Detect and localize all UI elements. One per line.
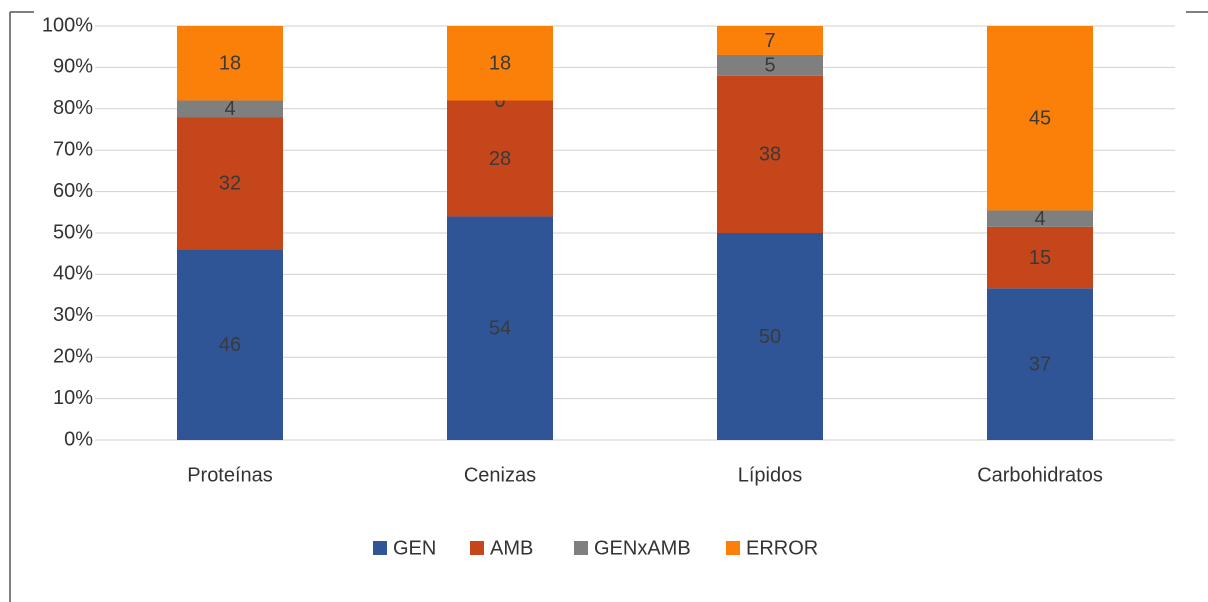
bar-segment bbox=[177, 249, 283, 440]
y-tick-label: 100% bbox=[42, 14, 93, 36]
data-label: 15 bbox=[1029, 247, 1051, 269]
data-label: 4 bbox=[1034, 208, 1045, 230]
legend-label: GENxAMB bbox=[594, 537, 691, 559]
data-label: 45 bbox=[1029, 108, 1051, 130]
legend-label: AMB bbox=[490, 537, 533, 559]
bar-segment bbox=[987, 226, 1093, 289]
legend-swatch bbox=[726, 541, 740, 555]
y-tick-label: 0% bbox=[64, 428, 93, 450]
bar-segment bbox=[447, 26, 553, 101]
legend-label: ERROR bbox=[746, 537, 818, 559]
data-label: 32 bbox=[219, 173, 241, 195]
y-tick-label: 30% bbox=[53, 304, 93, 326]
data-label: 7 bbox=[764, 30, 775, 52]
bar-segment bbox=[987, 288, 1093, 440]
data-label: 54 bbox=[489, 318, 511, 340]
legend-swatch bbox=[373, 541, 387, 555]
y-tick-label: 60% bbox=[53, 180, 93, 202]
data-label: 46 bbox=[219, 334, 241, 356]
y-tick-label: 90% bbox=[53, 56, 93, 78]
data-label: 38 bbox=[759, 144, 781, 166]
x-tick-label: Proteínas bbox=[187, 464, 273, 486]
x-tick-label: Carbohidratos bbox=[977, 464, 1103, 486]
data-label: 28 bbox=[489, 148, 511, 170]
data-label: 18 bbox=[489, 53, 511, 75]
y-tick-label: 40% bbox=[53, 263, 93, 285]
data-label: 0 bbox=[494, 90, 505, 112]
data-label: 50 bbox=[759, 326, 781, 348]
bar-segment bbox=[447, 216, 553, 440]
data-label: 5 bbox=[764, 55, 775, 77]
bar-segment bbox=[717, 54, 823, 76]
bar-segment bbox=[717, 26, 823, 55]
y-tick-label: 70% bbox=[53, 138, 93, 160]
y-tick-label: 50% bbox=[53, 221, 93, 243]
legend-swatch bbox=[470, 541, 484, 555]
bar-segment bbox=[177, 117, 283, 250]
x-tick-label: Lípidos bbox=[738, 464, 803, 486]
data-label: 37 bbox=[1029, 353, 1051, 375]
bar-segment bbox=[447, 100, 553, 217]
legend-label: GEN bbox=[393, 537, 436, 559]
bar-segment bbox=[717, 75, 823, 234]
bar-segment bbox=[987, 26, 1093, 211]
bar-segment bbox=[177, 100, 283, 118]
legend-swatch bbox=[574, 541, 588, 555]
bar-segment bbox=[177, 26, 283, 101]
bar-segment bbox=[987, 210, 1093, 227]
y-tick-label: 10% bbox=[53, 387, 93, 409]
data-label: 4 bbox=[224, 98, 235, 120]
x-tick-label: Cenizas bbox=[464, 464, 536, 486]
data-label: 18 bbox=[219, 53, 241, 75]
y-tick-label: 80% bbox=[53, 97, 93, 119]
bar-segment bbox=[717, 233, 823, 440]
y-tick-label: 20% bbox=[53, 345, 93, 367]
